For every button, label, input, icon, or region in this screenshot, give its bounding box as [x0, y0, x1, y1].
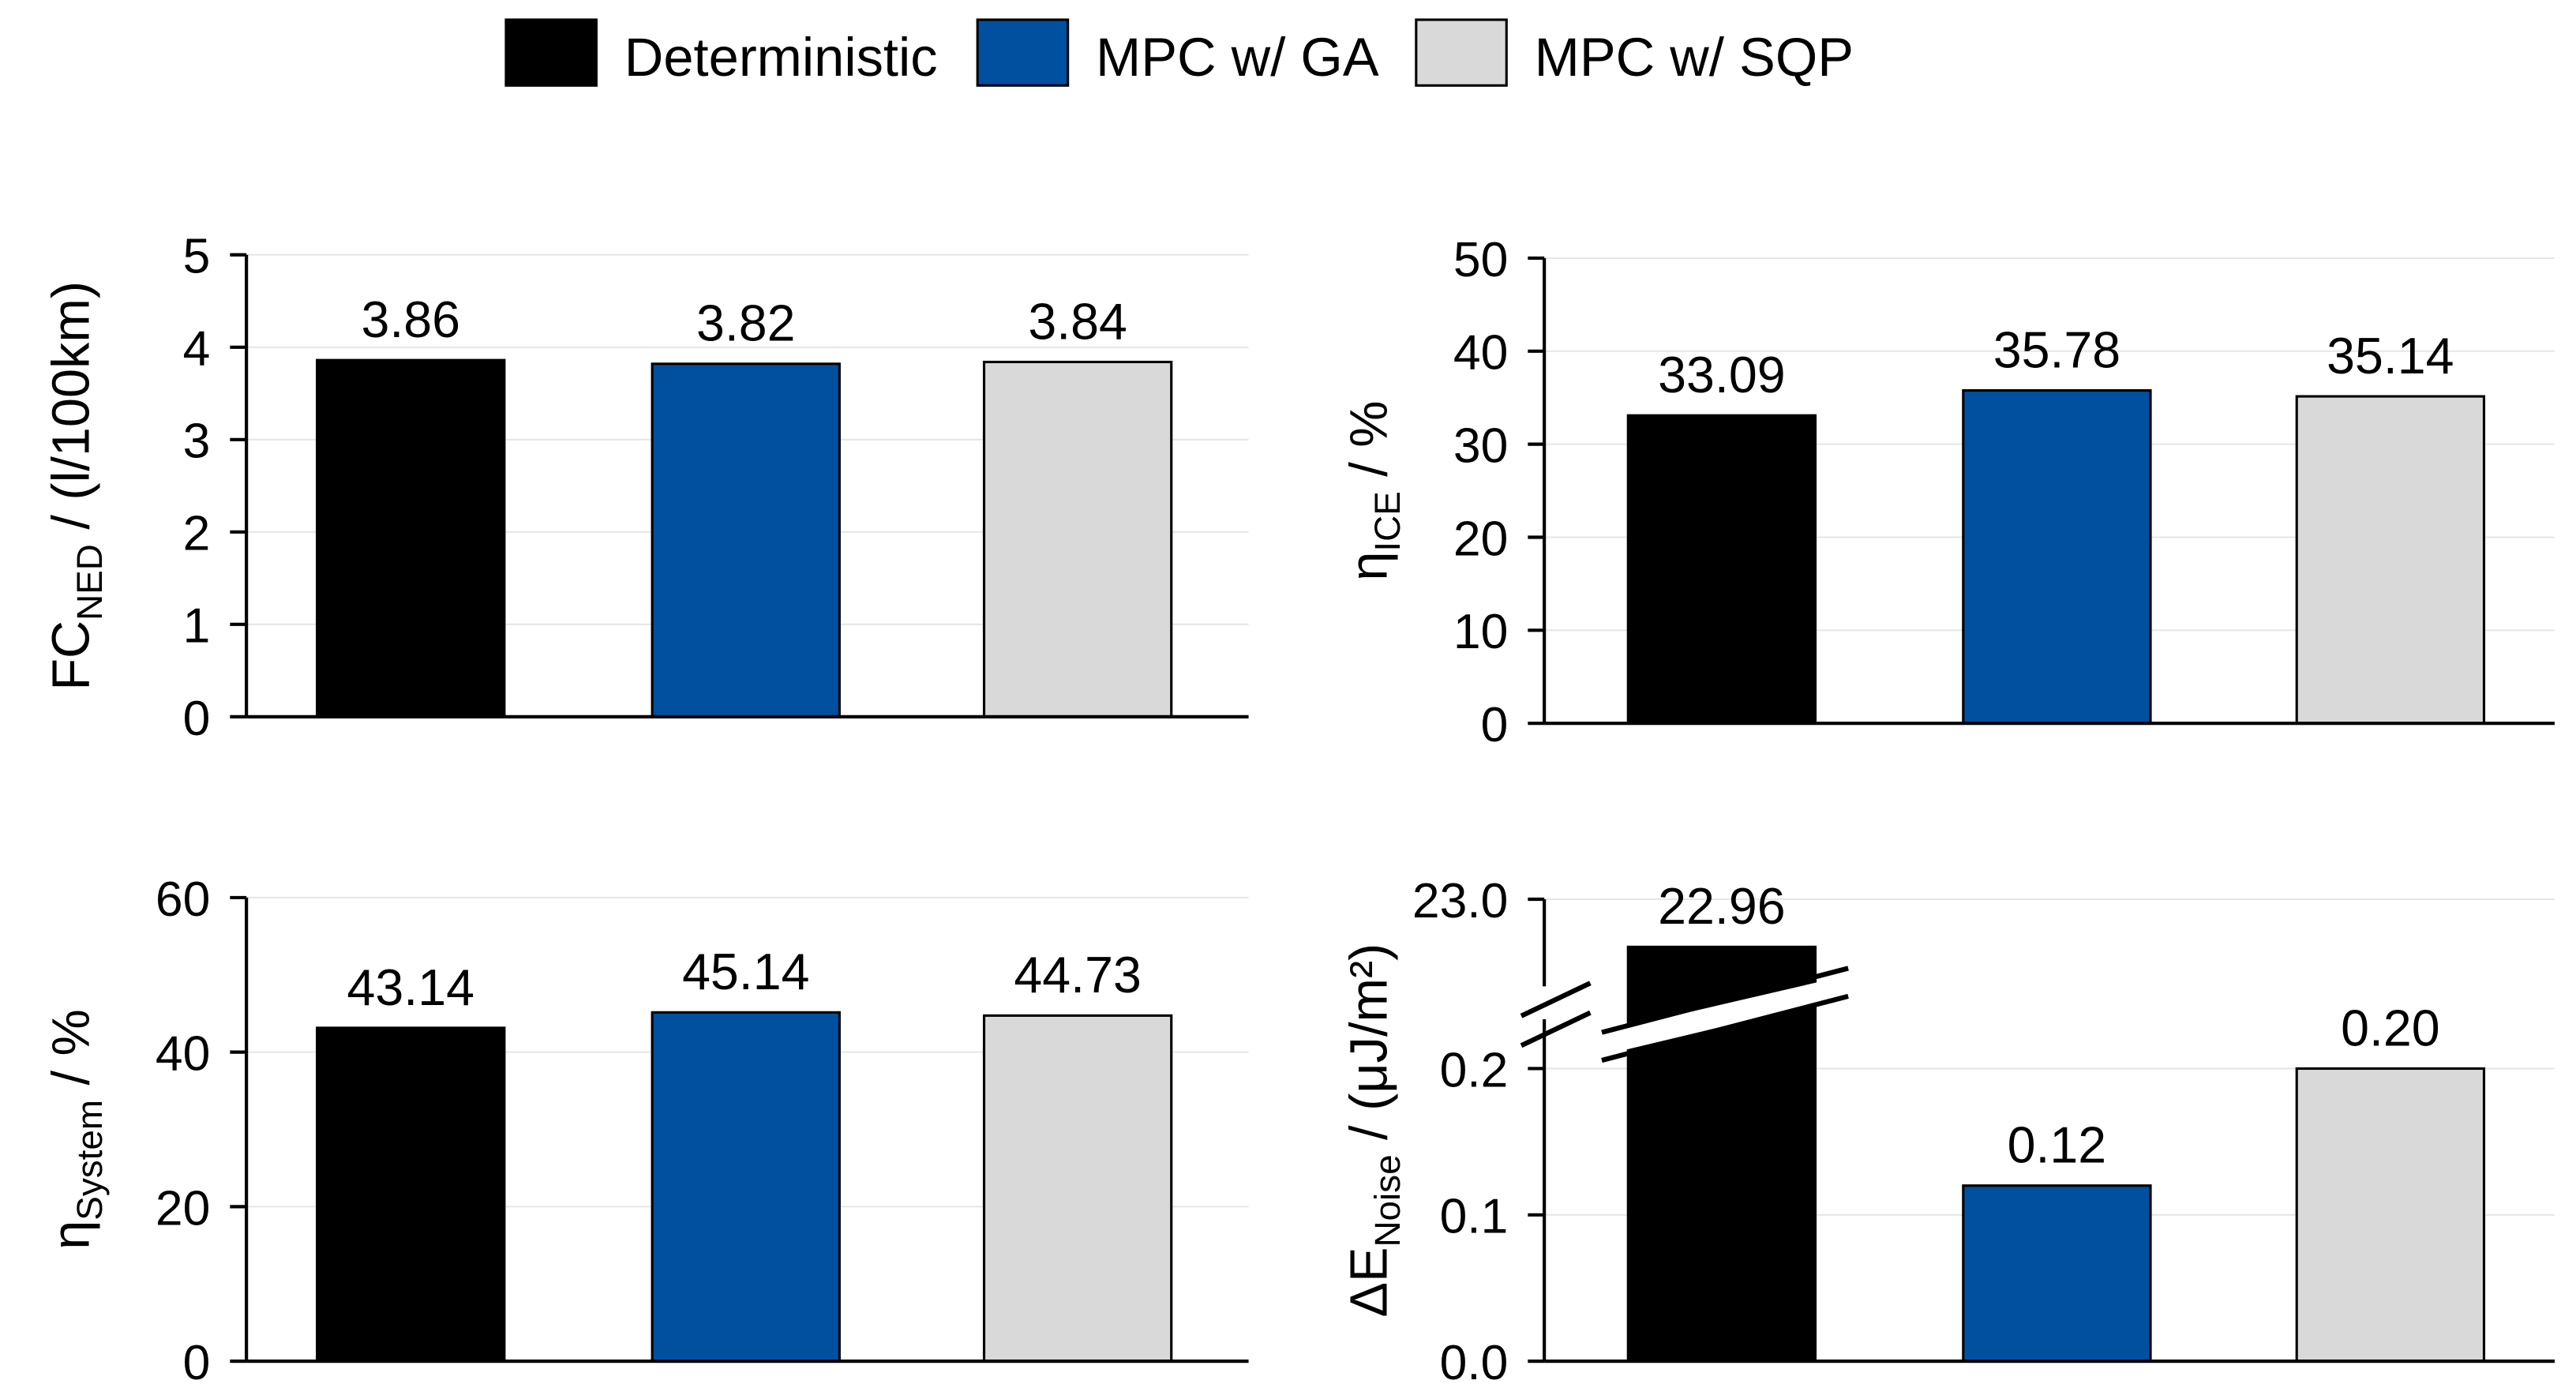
y-axis-label-main: FC [42, 621, 100, 691]
data-label: 35.14 [2327, 328, 2454, 384]
y-axis-label: ΔENoise / (μJ/m²) [1340, 943, 1408, 1318]
bar-mpc-w-sqp [982, 360, 1173, 718]
y-tick-label: 5 [183, 229, 211, 284]
legend-label: MPC w/ GA [1096, 27, 1379, 88]
y-axis-label-main: η [1340, 552, 1398, 581]
y-tick-label: 0.2 [1440, 1042, 1509, 1097]
legend-swatch-0 [504, 18, 598, 87]
y-axis-label-main: η [42, 1221, 100, 1250]
y-tick-label: 2 [183, 506, 211, 561]
y-tick-label: 0.1 [1440, 1189, 1509, 1244]
y-tick-label: 20 [156, 1180, 210, 1236]
y-axis-label-unit: / (μJ/m²) [1340, 943, 1398, 1155]
y-tick-label: 10 [1453, 604, 1508, 659]
y-tick-label: 0 [183, 1335, 211, 1390]
y-tick-label: 23.0 [1412, 873, 1508, 928]
data-label: 3.86 [361, 291, 460, 348]
bar-mpc-w-sqp [982, 1014, 1173, 1363]
bar-break-mark [1601, 993, 1849, 1063]
data-label: 35.78 [1993, 321, 2120, 378]
y-tick-label: 0 [183, 691, 211, 746]
bar-break-gap [1601, 973, 1857, 1056]
legend: Deterministic MPC w/ GA MPC w/ SQP [504, 18, 1854, 88]
bar-mpc-w-ga [651, 362, 841, 718]
axis-break-mark [1520, 981, 1592, 1018]
y-axis-label: ηICE / % [1340, 400, 1408, 580]
y-tick-label: 30 [1453, 418, 1508, 474]
legend-swatch-2 [1415, 18, 1508, 87]
chart-panel-1: 33.09 35.78 35.14 0 10 20 30 40 50 ηICE / % [1340, 232, 2555, 752]
data-label: 3.84 [1028, 293, 1127, 350]
data-label: 3.82 [696, 295, 796, 352]
y-tick-label: 3 [183, 414, 211, 469]
y-axis-label: ηSystem / % [42, 1009, 110, 1250]
data-label: 33.09 [1658, 347, 1785, 403]
y-axis-label-subscript: ICE [1367, 491, 1408, 551]
y-tick-label: 0 [1481, 697, 1509, 752]
y-axis-label-unit: / (l/100km) [42, 281, 100, 544]
y-axis-label-main: ΔE [1340, 1247, 1398, 1318]
y-tick-label: 1 [183, 598, 211, 654]
bar-deterministic [1626, 414, 1817, 725]
legend-swatch-1 [976, 18, 1070, 87]
legend-label: Deterministic [624, 27, 938, 88]
data-label: 44.73 [1014, 947, 1141, 1003]
chart-panel-2: 43.14 45.14 44.73 0 20 40 60 ηSystem / % [42, 872, 1249, 1390]
bar-mpc-w-ga [651, 1011, 841, 1363]
data-label: 22.96 [1658, 878, 1785, 935]
chart-panel-0: 3.86 3.82 3.84 0 1 2 3 4 5 FCNED / (l/100km) [42, 229, 1249, 746]
data-label: 43.14 [347, 959, 474, 1016]
axis-break-mark [1520, 1010, 1592, 1048]
data-label: 45.14 [682, 943, 809, 1000]
bar-mpc-w-ga [1962, 1184, 2152, 1363]
y-tick-label: 60 [156, 872, 210, 927]
y-axis-label-unit: / % [42, 1009, 100, 1100]
y-tick-label: 0.0 [1440, 1335, 1509, 1390]
bar-mpc-w-sqp [2295, 1067, 2486, 1363]
y-tick-label: 50 [1453, 232, 1508, 287]
bar-deterministic [316, 1026, 506, 1363]
y-tick-label: 40 [156, 1026, 210, 1082]
data-label: 0.20 [2341, 1000, 2440, 1056]
bar-deterministic [316, 358, 506, 718]
y-axis-label: FCNED / (l/100km) [42, 281, 110, 691]
y-tick-label: 4 [183, 321, 211, 377]
y-axis-label-unit: / % [1340, 400, 1398, 491]
legend-label: MPC w/ SQP [1535, 27, 1854, 88]
y-axis-label-subscript: System [69, 1100, 110, 1221]
bar-mpc-w-sqp [2295, 395, 2486, 725]
y-axis-label-subscript: Noise [1367, 1154, 1408, 1247]
y-tick-label: 20 [1453, 511, 1508, 566]
bar-mpc-w-ga [1962, 388, 2152, 725]
y-axis-label-subscript: NED [69, 544, 110, 621]
bar-break-mark [1601, 966, 1849, 1035]
y-tick-label: 40 [1453, 325, 1508, 381]
data-label: 0.12 [2008, 1117, 2107, 1174]
